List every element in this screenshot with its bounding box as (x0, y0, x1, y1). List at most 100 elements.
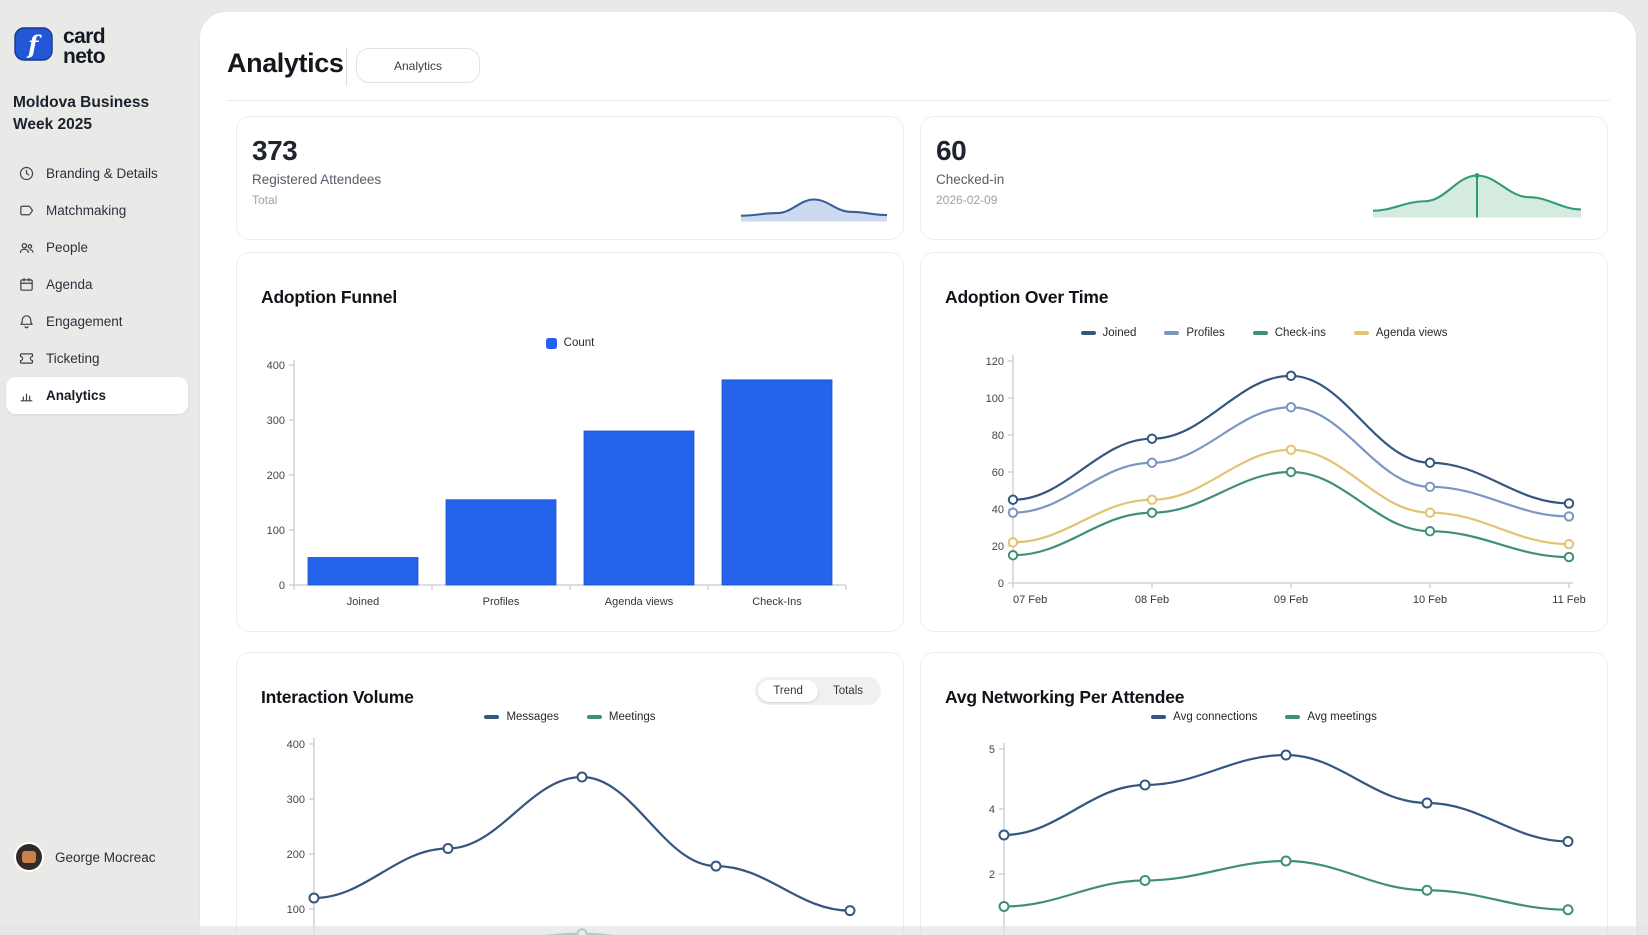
interaction-volume-title: Interaction Volume (261, 687, 414, 707)
sidebar-item-label: Branding & Details (46, 166, 158, 181)
stat-card-checkedin: 60 Checked-in 2026-02-09 (920, 116, 1608, 240)
adoption-over-time-chart: 120 100 80 60 40 20 0 07 Feb 08 Feb 09 Feb 10 Feb 1… (986, 355, 1586, 606)
registered-sublabel: Total (252, 193, 278, 207)
svg-text:400: 400 (267, 360, 285, 372)
legend-swatch (1353, 331, 1369, 335)
svg-text:300: 300 (287, 794, 305, 806)
legend-item: Check-ins (1252, 327, 1326, 339)
avg-networking-legend: Avg connections Avg meetings (921, 711, 1607, 723)
checkedin-count: 60 (936, 135, 967, 166)
svg-text:4: 4 (989, 804, 995, 816)
tag-icon (20, 205, 34, 216)
interaction-volume-legend: Messages Meetings (237, 711, 903, 723)
cardneto-logo-icon: f (14, 26, 54, 67)
svg-text:08 Feb: 08 Feb (1135, 594, 1169, 606)
legend-swatch (1285, 715, 1301, 719)
clock-icon (19, 166, 34, 181)
avg-networking-card: Avg Networking Per Attendee Avg connecti… (920, 652, 1608, 935)
svg-text:300: 300 (267, 415, 285, 427)
sidebar-item-label: Agenda (46, 277, 93, 292)
legend-label: Meetings (608, 711, 656, 723)
svg-text:100: 100 (287, 904, 305, 916)
app-logo[interactable]: f card neto (14, 24, 106, 68)
svg-text:Profiles: Profiles (483, 596, 520, 608)
sidebar-item-engagement[interactable]: Engagement (6, 303, 188, 340)
user-name: George Mocreac (55, 849, 156, 865)
svg-text:07 Feb: 07 Feb (1013, 594, 1047, 606)
legend-label: Messages (506, 711, 559, 723)
svg-text:400: 400 (287, 739, 305, 751)
legend-swatch (1151, 715, 1167, 719)
user-menu[interactable]: George Mocreac (16, 844, 156, 870)
header-divider (226, 100, 1610, 101)
calendar-icon (20, 277, 33, 291)
chart-icon (20, 393, 33, 402)
event-name: Moldova Business Week 2025 (13, 94, 150, 133)
svg-text:200: 200 (287, 849, 305, 861)
svg-text:0: 0 (279, 580, 285, 592)
bottom-charts-row: Interaction Volume Trend Totals Messages… (236, 652, 1608, 935)
legend-item: Avg connections (1151, 711, 1257, 723)
registered-label: Registered Attendees (252, 172, 382, 187)
checkedin-sparkline (1372, 173, 1582, 218)
legend-swatch (1252, 331, 1268, 335)
svg-text:Agenda views: Agenda views (605, 596, 674, 608)
legend-label: Avg connections (1173, 711, 1258, 723)
adoption-funnel-title: Adoption Funnel (261, 287, 397, 307)
svg-text:10 Feb: 10 Feb (1413, 594, 1447, 606)
svg-text:0: 0 (998, 578, 1004, 590)
toggle-trend[interactable]: Trend (758, 680, 818, 702)
svg-text:60: 60 (992, 467, 1004, 479)
svg-text:200: 200 (267, 470, 285, 482)
legend-label: Profiles (1186, 327, 1225, 339)
stat-card-registered: 373 Registered Attendees Total (236, 116, 904, 240)
ticket-icon (19, 353, 34, 364)
svg-text:Check-Ins: Check-Ins (752, 596, 802, 608)
svg-text:11 Feb: 11 Feb (1552, 594, 1585, 606)
legend-item: Avg meetings (1285, 711, 1377, 723)
checkedin-sublabel: 2026-02-09 (936, 193, 998, 207)
sidebar-item-label: Matchmaking (46, 203, 127, 218)
svg-text:120: 120 (986, 356, 1004, 368)
sidebar: f card neto Moldova Business Week 2025 B… (0, 0, 200, 935)
stat-cards-row: 373 Registered Attendees Total 60 Checke… (236, 116, 1608, 240)
svg-text:f: f (26, 30, 42, 59)
sidebar-nav: Branding & Details Matchmaking People Agend… (6, 155, 188, 414)
svg-text:2: 2 (989, 869, 995, 881)
adoption-funnel-chart: 400 300 200 100 0 Joined Profiles Agenda views C… (267, 360, 847, 608)
app-logo-text: card neto (63, 24, 106, 68)
sidebar-item-label: People (46, 240, 89, 255)
avg-networking-chart: 5 4 2 (989, 743, 1574, 935)
legend-item: Agenda views (1353, 327, 1448, 339)
legend-swatch (484, 715, 500, 719)
svg-text:09 Feb: 09 Feb (1274, 594, 1308, 606)
legend-item: Profiles (1164, 327, 1225, 339)
sidebar-item-people[interactable]: People (6, 229, 188, 266)
sidebar-item-analytics[interactable]: Analytics (6, 377, 188, 414)
tab-analytics[interactable]: Analytics (356, 48, 480, 83)
sidebar-item-branding-details[interactable]: Branding & Details (6, 155, 188, 192)
bell-icon (20, 315, 33, 329)
sidebar-item-matchmaking[interactable]: Matchmaking (6, 192, 188, 229)
legend-item: Joined (1080, 327, 1136, 339)
checkedin-label: Checked-in (936, 172, 1005, 187)
toggle-totals[interactable]: Totals (832, 685, 863, 697)
sidebar-item-agenda[interactable]: Agenda (6, 266, 188, 303)
legend-item: Messages (484, 711, 559, 723)
legend-label: Agenda views (1375, 327, 1448, 339)
legend-label: Avg meetings (1307, 711, 1377, 723)
sidebar-item-label: Engagement (46, 314, 123, 329)
svg-text:5: 5 (989, 744, 995, 756)
sidebar-item-label: Analytics (46, 388, 107, 403)
sidebar-item-ticketing[interactable]: Ticketing (6, 340, 188, 377)
main-panel: Analytics Analytics 373 Registered Atten… (200, 12, 1636, 935)
adoption-funnel-legend: Count (237, 337, 903, 349)
registered-count: 373 (252, 135, 298, 166)
trend-totals-toggle: Trend Totals (755, 677, 881, 705)
avg-networking-title: Avg Networking Per Attendee (945, 687, 1185, 707)
legend-swatch (1080, 331, 1096, 335)
legend-item: Meetings (586, 711, 656, 723)
legend-swatch (545, 337, 557, 349)
bottom-edge-band (0, 926, 1648, 935)
